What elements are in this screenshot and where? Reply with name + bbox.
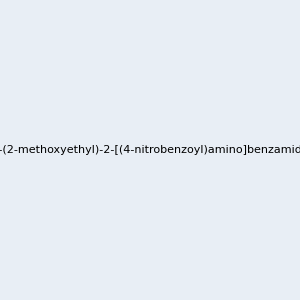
Text: N-(2-methoxyethyl)-2-[(4-nitrobenzoyl)amino]benzamide: N-(2-methoxyethyl)-2-[(4-nitrobenzoyl)am…	[0, 145, 300, 155]
